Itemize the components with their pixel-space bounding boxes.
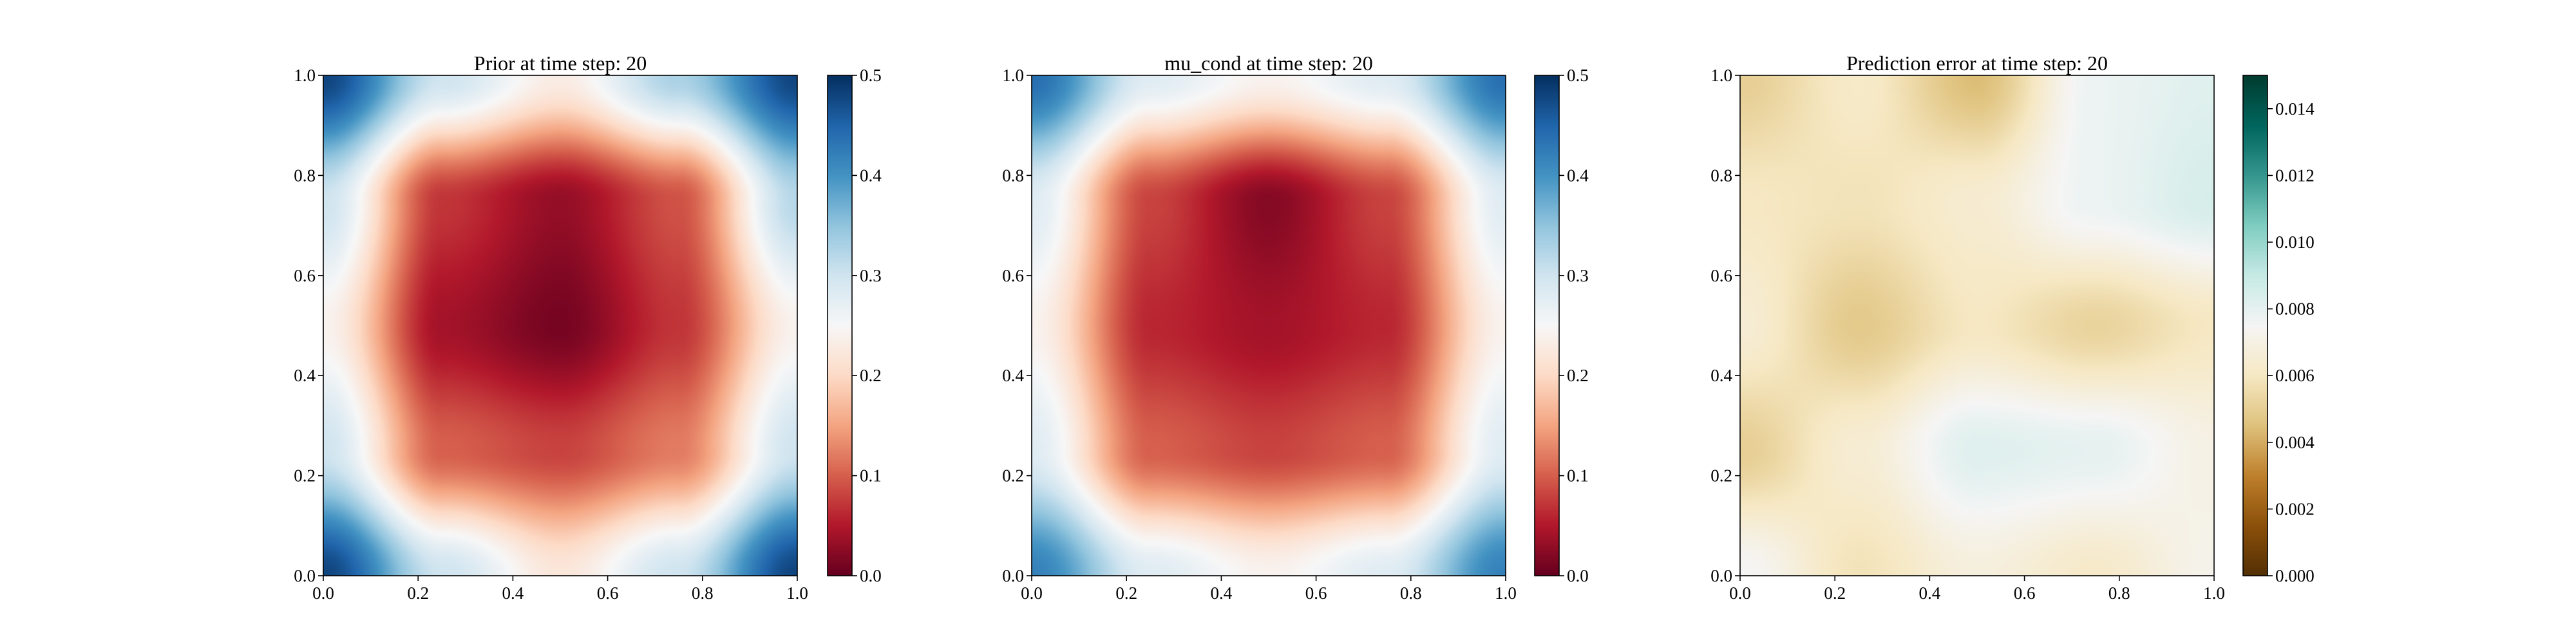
y-tick-label: 0.4 [1002, 366, 1024, 385]
colorbar-tick-label: 0.5 [860, 66, 882, 85]
y-tick-label: 0.8 [1002, 166, 1024, 185]
x-tick-label: 0.2 [407, 583, 429, 603]
y-tick-label: 0.0 [294, 566, 316, 585]
x-tick-label: 1.0 [1495, 583, 1517, 603]
colorbar-tick-label: 0.004 [2275, 433, 2315, 452]
x-tick-label: 0.0 [1021, 583, 1043, 603]
panel-title: Prior at time step: 20 [474, 52, 647, 75]
x-tick-label: 0.0 [312, 583, 334, 603]
colorbar-frame [1534, 75, 1560, 576]
colorbar-tick-label: 0.008 [2275, 299, 2315, 319]
y-tick-label: 0.4 [294, 366, 316, 385]
colorbar [828, 75, 852, 576]
x-tick-label: 1.0 [2203, 583, 2225, 603]
x-tick-label: 0.4 [1211, 583, 1233, 603]
x-tick-label: 0.6 [2014, 583, 2036, 603]
colorbar-tick-label: 0.000 [2275, 566, 2315, 585]
x-tick-label: 0.8 [692, 583, 714, 603]
heatmap-panel: Prior at time step: 200.00.00.20.20.40.4… [294, 52, 882, 603]
y-tick-label: 0.6 [294, 266, 316, 285]
colorbar-tick-label: 0.3 [860, 266, 882, 285]
colorbar-tick-label: 0.4 [860, 166, 882, 185]
colorbar-frame [2242, 75, 2268, 576]
x-tick-label: 0.2 [1824, 583, 1846, 603]
plot-frame [1739, 75, 2215, 576]
x-tick-label: 0.4 [502, 583, 524, 603]
colorbar-tick-label: 0.2 [860, 366, 882, 385]
colorbar-tick-label: 0.1 [1567, 466, 1589, 486]
x-tick-label: 0.2 [1115, 583, 1137, 603]
panel-title: Prediction error at time step: 20 [1846, 52, 2108, 75]
x-tick-label: 0.0 [1729, 583, 1751, 603]
colorbar [2243, 75, 2268, 576]
y-tick-label: 0.8 [1710, 166, 1732, 185]
colorbar [1535, 75, 1559, 576]
y-tick-label: 0.2 [1002, 466, 1024, 486]
heatmap-image [1740, 75, 2214, 576]
y-tick-label: 1.0 [294, 66, 316, 85]
colorbar-tick-label: 0.0 [860, 566, 882, 585]
heatmap-panel: Prediction error at time step: 200.00.00… [1710, 52, 2315, 603]
panel-title: mu_cond at time step: 20 [1164, 52, 1373, 75]
colorbar-frame [827, 75, 853, 576]
colorbar-tick-label: 0.3 [1567, 266, 1589, 285]
colorbar-tick-label: 0.5 [1567, 66, 1589, 85]
y-tick-label: 0.6 [1002, 266, 1024, 285]
colorbar-tick-label: 0.012 [2275, 166, 2315, 185]
plot-frame [1031, 75, 1506, 576]
colorbar-tick-label: 0.006 [2275, 366, 2315, 385]
colorbar-tick-label: 0.010 [2275, 232, 2315, 252]
colorbar-tick-label: 0.4 [1567, 166, 1589, 185]
x-tick-label: 1.0 [786, 583, 808, 603]
x-tick-label: 0.8 [1400, 583, 1422, 603]
x-tick-label: 0.4 [1919, 583, 1941, 603]
x-tick-label: 0.6 [1305, 583, 1327, 603]
y-tick-label: 0.6 [1710, 266, 1732, 285]
y-tick-label: 1.0 [1710, 66, 1732, 85]
colorbar-tick-label: 0.002 [2275, 499, 2315, 518]
y-tick-label: 0.0 [1002, 566, 1024, 585]
heatmap-image [1032, 75, 1506, 576]
heatmap-panel: mu_cond at time step: 200.00.00.20.20.40… [1002, 52, 1589, 603]
y-tick-label: 0.2 [1710, 466, 1732, 486]
colorbar-tick-label: 0.1 [860, 466, 882, 486]
y-tick-label: 1.0 [1002, 66, 1024, 85]
y-tick-label: 0.8 [294, 166, 316, 185]
colorbar-tick-label: 0.0 [1567, 566, 1589, 585]
colorbar-tick-label: 0.2 [1567, 366, 1589, 385]
colorbar-tick-label: 0.014 [2275, 99, 2315, 118]
x-tick-label: 0.6 [597, 583, 619, 603]
y-tick-label: 0.2 [294, 466, 316, 486]
y-tick-label: 0.4 [1710, 366, 1732, 385]
heatmap-image [323, 75, 797, 576]
x-tick-label: 0.8 [2108, 583, 2130, 603]
plot-frame [323, 75, 798, 576]
y-tick-label: 0.0 [1710, 566, 1732, 585]
